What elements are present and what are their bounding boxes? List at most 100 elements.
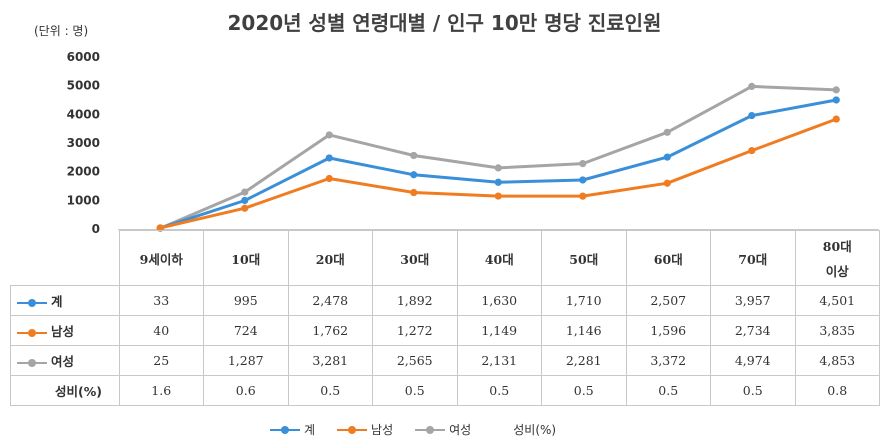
- series-marker-icon: [17, 358, 47, 368]
- series-line-total: [159, 98, 837, 230]
- table-header-row: 9세이하 10대 20대 30대 40대 50대 60대 70대 80대 이상: [10, 230, 880, 286]
- legend-item: 성비(%): [513, 423, 557, 437]
- data-point: [663, 128, 671, 136]
- data-label: 3,372: [625, 345, 711, 376]
- data-label: 724: [203, 315, 289, 346]
- x-tick-label: 20대: [287, 230, 373, 286]
- data-point: [241, 196, 249, 205]
- data-label: 1,287: [203, 345, 289, 376]
- data-label: 1,272: [372, 315, 458, 346]
- table-row: 남성 40 724 1,762 1,272 1,149 1,146 1,596 2,734 3,8…: [10, 315, 880, 346]
- data-label: 2,281: [541, 345, 627, 376]
- data-point: [832, 96, 840, 104]
- data-table: 9세이하 10대 20대 30대 40대 50대 60대 70대 80대 이상 계 33 995 2,47…: [10, 230, 880, 406]
- data-point: [748, 82, 756, 91]
- row-label: 남성: [10, 315, 120, 346]
- data-label: 2,734: [710, 315, 796, 346]
- data-label: 995: [203, 285, 289, 316]
- data-label: 0.5: [287, 375, 373, 406]
- data-label: 0.5: [710, 375, 796, 406]
- x-tick-label: 30대: [372, 230, 458, 286]
- x-tick-label: 70대: [710, 230, 796, 286]
- data-label: 2,131: [456, 345, 542, 376]
- data-label: 1,630: [456, 285, 542, 316]
- data-point: [832, 86, 840, 94]
- data-point: [494, 192, 502, 200]
- data-label: 40: [118, 315, 204, 346]
- table-row: 성비(%) 1.6 0.6 0.5 0.5 0.5 0.5 0.5 0.5 0.8: [10, 375, 880, 406]
- data-label: 2,507: [625, 285, 711, 316]
- row-label: 여성: [10, 345, 120, 376]
- data-label: 1,762: [287, 315, 373, 346]
- data-label: 4,853: [794, 345, 880, 376]
- series-line-male: [159, 117, 837, 230]
- legend-marker-icon: [337, 425, 368, 435]
- data-point: [494, 178, 502, 186]
- data-label: 2,565: [372, 345, 458, 376]
- table-corner: [10, 230, 120, 286]
- legend-item: 계: [270, 421, 315, 438]
- data-point: [663, 153, 671, 161]
- data-point: [325, 154, 333, 162]
- x-tick-label: 80대 이상: [794, 230, 880, 286]
- data-point: [241, 188, 249, 196]
- data-point: [410, 151, 418, 160]
- y-tick-label: 6000: [67, 50, 100, 64]
- data-point: [410, 171, 418, 179]
- data-point: [832, 115, 840, 123]
- x-tick-label: 40대: [456, 230, 542, 286]
- y-tick-label: 4000: [67, 107, 100, 121]
- data-point: [579, 176, 587, 184]
- data-label: 3,835: [794, 315, 880, 346]
- data-label: 25: [118, 345, 204, 376]
- y-tick-label: 0: [92, 222, 100, 235]
- data-point: [663, 179, 671, 187]
- series-marker-icon: [17, 328, 47, 338]
- y-tick-label: 3000: [67, 136, 100, 150]
- data-label: 3,281: [287, 345, 373, 376]
- legend-marker-icon: [415, 425, 446, 435]
- row-label: 성비(%): [10, 375, 120, 406]
- data-point: [241, 204, 249, 212]
- data-point: [325, 131, 333, 139]
- series-marker-icon: [17, 298, 47, 308]
- data-point: [410, 188, 418, 197]
- data-label: 0.6: [203, 375, 289, 406]
- x-tick-label: 10대: [203, 230, 289, 286]
- chart-title: 2020년 성별 연령대별 / 인구 10만 명당 진료인원: [227, 11, 662, 35]
- data-label: 1,149: [456, 315, 542, 346]
- data-label: 2,478: [287, 285, 373, 316]
- data-label: 1,892: [372, 285, 458, 316]
- x-tick-label: 9세이하: [118, 230, 204, 286]
- y-tick-label: 2000: [67, 165, 100, 179]
- table-row: 계 33 995 2,478 1,892 1,630 1,710 2,507 3,957 4,50…: [10, 285, 880, 316]
- data-label: 0.5: [372, 375, 458, 406]
- x-tick-label: 60대: [625, 230, 711, 286]
- legend-marker-icon: [270, 425, 300, 435]
- data-label: 3,957: [710, 285, 796, 316]
- data-label: 1,146: [541, 315, 627, 346]
- data-label: 1.6: [118, 375, 204, 406]
- row-label: 계: [10, 285, 120, 316]
- y-tick-label: 5000: [67, 79, 100, 93]
- line-chart: 0 1000 2000 3000 4000 5000 6000: [67, 50, 879, 235]
- data-label: 33: [118, 285, 204, 316]
- data-label: 1,710: [541, 285, 627, 316]
- table-row: 여성 25 1,287 3,281 2,565 2,131 2,281 3,372 4,974 4…: [10, 345, 880, 376]
- data-label: 4,974: [710, 345, 796, 376]
- x-tick-label: 50대: [541, 230, 627, 286]
- chart-legend: 계 남성 여성 성비(%): [270, 421, 556, 438]
- data-point: [325, 174, 333, 183]
- data-point: [748, 111, 756, 120]
- unit-label: (단위 : 명): [34, 24, 89, 38]
- data-label: 0.5: [541, 375, 627, 406]
- data-label: 0.5: [456, 375, 542, 406]
- data-point: [156, 224, 164, 232]
- data-label: 0.5: [625, 375, 711, 406]
- legend-item: 여성: [415, 421, 471, 438]
- data-point: [579, 192, 587, 200]
- data-label: 0.8: [794, 375, 880, 406]
- data-point: [494, 164, 502, 172]
- data-label: 4,501: [794, 285, 880, 316]
- legend-item: 남성: [337, 421, 393, 438]
